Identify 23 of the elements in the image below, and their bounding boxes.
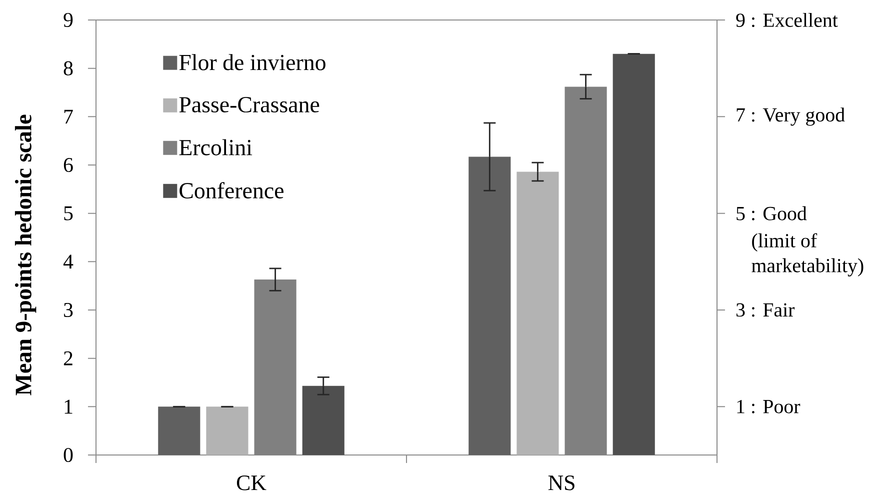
y-tick-label: 5 (64, 206, 73, 220)
y-axis-title: Mean 9-points hedonic scale (14, 114, 36, 396)
y-tick-label: 8 (64, 61, 73, 76)
y-tick-label: 0 (64, 448, 73, 462)
y2-tick-label: 7 : Very good (736, 108, 845, 126)
legend-label: Conference (180, 182, 284, 198)
legend-label: Flor de invierno (179, 54, 326, 70)
y-tick-label: 7 (64, 110, 73, 124)
y2-tick-label: 1 : Poor (737, 400, 800, 414)
y2-tick-label: 3 : Fair (736, 303, 795, 317)
y-tick-label: 9 (64, 12, 73, 28)
y-tick-label: 6 (64, 158, 73, 172)
y2-tick-label: 9 : Excellent (736, 12, 838, 28)
y2-tick-label: 5 : Good (736, 206, 807, 220)
x-tick-label: NS (548, 476, 574, 490)
x-tick-label: CK (236, 476, 266, 490)
legend-label: Ercolini (179, 139, 252, 156)
y-tick-label: 2 (64, 351, 72, 366)
text: (limit of marketability) (752, 233, 864, 276)
y-tick-label: 1 (64, 400, 72, 414)
y-tick-label: 4 (63, 254, 74, 269)
y-tick-label: 3 (64, 302, 73, 318)
legend-label: Passe-Crassane (179, 97, 320, 112)
